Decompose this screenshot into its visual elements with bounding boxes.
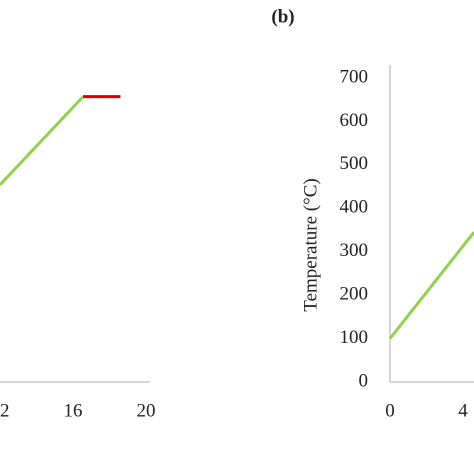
y-tick-label: 400: [340, 197, 369, 218]
x-tick-label: 4: [458, 400, 468, 421]
x-tick-label: 0: [385, 400, 395, 421]
y-tick-label: 300: [340, 240, 369, 261]
data-line: [0, 95, 85, 186]
y-tick-label: 0: [359, 370, 369, 391]
x-tick-label: 12: [0, 400, 10, 421]
y-tick-label: 500: [340, 153, 369, 174]
y-tick-label: 200: [340, 284, 369, 305]
y-tick-label: 600: [340, 110, 369, 131]
y-tick-label: 100: [340, 327, 369, 348]
x-tick-label: 16: [64, 400, 83, 421]
data-line: [388, 231, 474, 340]
y-tick-label: 700: [340, 66, 369, 87]
x-tick-label: 20: [137, 400, 156, 421]
y-axis-label: Temperature (°C): [300, 178, 321, 311]
chart-title: (b): [271, 6, 294, 27]
